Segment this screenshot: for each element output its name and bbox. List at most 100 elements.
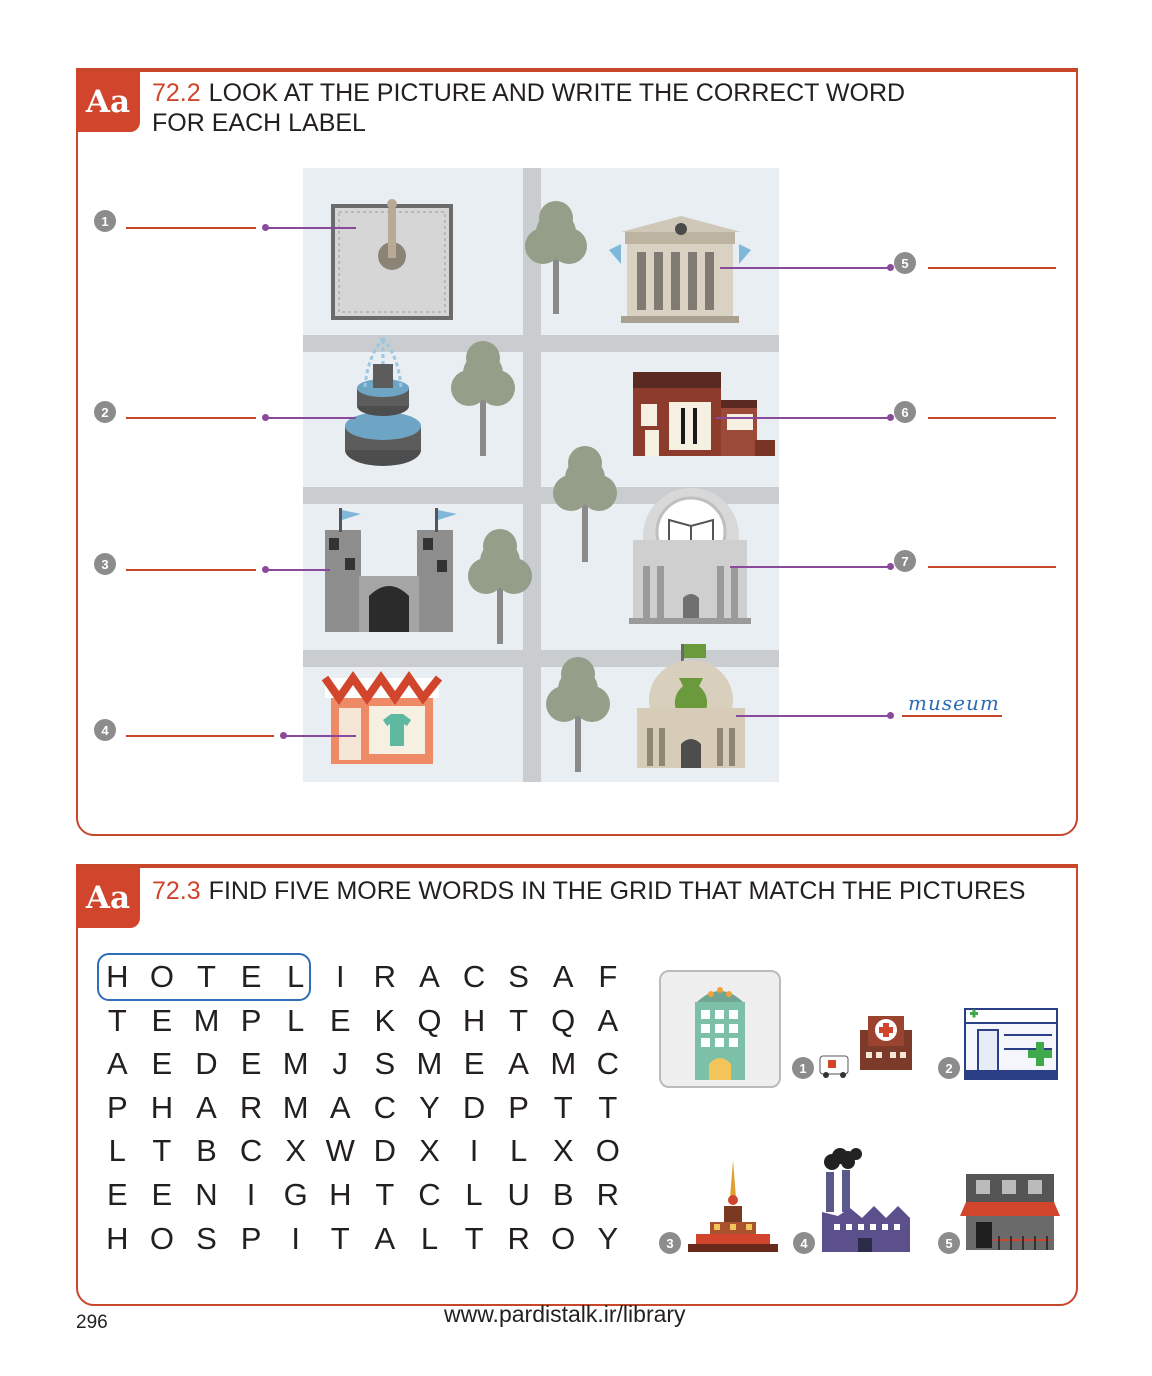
grid-letter[interactable]: M <box>282 1046 309 1082</box>
grid-letter[interactable]: T <box>330 1220 350 1256</box>
grid-letter[interactable]: E <box>151 1002 173 1038</box>
grid-letter[interactable]: A <box>419 959 440 994</box>
grid-letter[interactable]: H <box>329 1176 352 1212</box>
grid-letter[interactable]: I <box>291 1220 300 1256</box>
grid-letter[interactable]: U <box>507 1176 530 1212</box>
grid-letter[interactable]: E <box>329 1002 351 1038</box>
grid-letter[interactable]: O <box>149 1220 174 1256</box>
grid-letter[interactable]: H <box>462 1002 486 1038</box>
town-map-illustration <box>303 168 779 782</box>
grid-letter[interactable]: K <box>374 1002 396 1038</box>
grid-letter[interactable]: Y <box>419 1089 440 1125</box>
grid-letter[interactable]: H <box>106 959 129 994</box>
grid-letter[interactable]: D <box>373 1133 397 1169</box>
answer-line-5[interactable] <box>928 267 1056 269</box>
grid-letter[interactable]: P <box>508 1089 529 1125</box>
grid-letter[interactable]: H <box>106 1220 129 1256</box>
grid-letter[interactable]: R <box>239 1089 263 1125</box>
grid-letter[interactable]: M <box>193 1002 220 1038</box>
grid-letter[interactable]: O <box>149 959 174 994</box>
grid-letter[interactable]: N <box>195 1176 218 1212</box>
grid-letter[interactable]: R <box>596 1176 620 1212</box>
grid-letter[interactable]: L <box>420 1220 439 1256</box>
grid-letter[interactable]: S <box>508 959 529 994</box>
grid-letter[interactable]: T <box>375 1176 395 1212</box>
grid-letter[interactable]: W <box>325 1133 355 1169</box>
label-number-5: 5 <box>894 252 916 274</box>
grid-letter[interactable]: A <box>329 1089 351 1125</box>
grid-letter[interactable]: L <box>465 1176 483 1212</box>
grid-letter[interactable]: A <box>106 1046 128 1082</box>
grid-letter[interactable]: T <box>464 1220 484 1256</box>
grid-letter[interactable]: X <box>419 1133 440 1169</box>
grid-letter[interactable]: A <box>597 1002 619 1038</box>
grid-letter[interactable]: E <box>240 959 262 994</box>
grid-letter[interactable]: B <box>552 1176 574 1212</box>
grid-letter[interactable]: L <box>287 959 305 994</box>
grid-letter[interactable]: C <box>596 1046 620 1082</box>
grid-letter[interactable]: X <box>285 1133 307 1169</box>
grid-letter[interactable]: S <box>374 1046 396 1082</box>
grid-letter[interactable]: Q <box>417 1002 442 1038</box>
grid-letter[interactable]: Y <box>597 1220 619 1256</box>
grid-letter[interactable]: A <box>374 1220 396 1256</box>
grid-letter[interactable]: M <box>282 1089 309 1125</box>
grid-letter[interactable]: T <box>598 1089 618 1125</box>
grid-letter[interactable]: R <box>373 959 397 994</box>
grid-letter[interactable]: P <box>106 1089 128 1125</box>
box-top-border <box>76 864 1078 868</box>
answer-line-7[interactable] <box>928 566 1056 568</box>
grid-letter[interactable]: T <box>152 1133 172 1169</box>
grid-letter[interactable]: E <box>463 1046 485 1082</box>
grid-letter[interactable]: L <box>108 1133 126 1169</box>
grid-letter[interactable]: E <box>106 1176 128 1212</box>
exercise-number: 72.3 <box>152 877 201 905</box>
grid-letter[interactable]: T <box>553 1089 573 1125</box>
pointer-line-1 <box>262 224 356 231</box>
answer-line-1[interactable] <box>126 227 256 229</box>
grid-letter[interactable]: I <box>335 959 345 994</box>
grid-letter[interactable]: X <box>552 1133 574 1169</box>
grid-letter[interactable]: B <box>196 1133 217 1169</box>
grid-letter[interactable]: C <box>373 1089 397 1125</box>
grid-letter[interactable]: C <box>462 959 486 994</box>
grid-letter[interactable]: H <box>150 1089 174 1125</box>
grid-letter[interactable]: C <box>418 1176 441 1212</box>
picture-number-1: 1 <box>792 1057 814 1079</box>
answer-line-4[interactable] <box>126 735 274 737</box>
grid-letter[interactable]: T <box>197 959 216 994</box>
label-number-3: 3 <box>94 553 116 575</box>
grid-letter[interactable]: F <box>598 959 618 994</box>
grid-letter[interactable]: E <box>151 1176 173 1212</box>
grid-letter[interactable]: I <box>469 1133 479 1169</box>
grid-letter[interactable]: A <box>196 1089 217 1125</box>
grid-letter[interactable]: E <box>240 1046 262 1082</box>
grid-letter[interactable]: S <box>196 1220 217 1256</box>
grid-letter[interactable]: I <box>246 1176 256 1212</box>
grid-letter[interactable]: C <box>239 1133 263 1169</box>
grid-letter[interactable]: J <box>332 1046 349 1082</box>
grid-letter[interactable]: D <box>462 1089 486 1125</box>
grid-letter[interactable]: L <box>287 1002 305 1038</box>
answer-line-3[interactable] <box>126 569 256 571</box>
answer-line-2[interactable] <box>126 417 256 419</box>
grid-letter[interactable]: P <box>240 1002 262 1038</box>
grid-letter[interactable]: M <box>550 1046 577 1082</box>
grid-letter[interactable]: T <box>107 1002 127 1038</box>
grid-letter[interactable]: E <box>151 1046 173 1082</box>
grid-letter[interactable]: D <box>195 1046 218 1082</box>
grid-letter[interactable]: A <box>552 959 574 994</box>
grid-letter[interactable]: L <box>510 1133 528 1169</box>
grid-letter[interactable]: G <box>283 1176 308 1212</box>
grid-letter[interactable]: A <box>508 1046 529 1082</box>
answer-line-6[interactable] <box>928 417 1056 419</box>
grid-letter[interactable]: O <box>551 1220 576 1256</box>
grid-letter[interactable]: R <box>507 1220 530 1256</box>
grid-letter[interactable]: T <box>509 1002 529 1038</box>
footer-url[interactable]: www.pardistalk.ir/library <box>444 1301 686 1327</box>
grid-letter[interactable]: Q <box>551 1002 576 1038</box>
grid-letter[interactable]: P <box>240 1220 262 1256</box>
grid-letter[interactable]: O <box>595 1133 620 1169</box>
grid-letter[interactable]: M <box>416 1046 443 1082</box>
